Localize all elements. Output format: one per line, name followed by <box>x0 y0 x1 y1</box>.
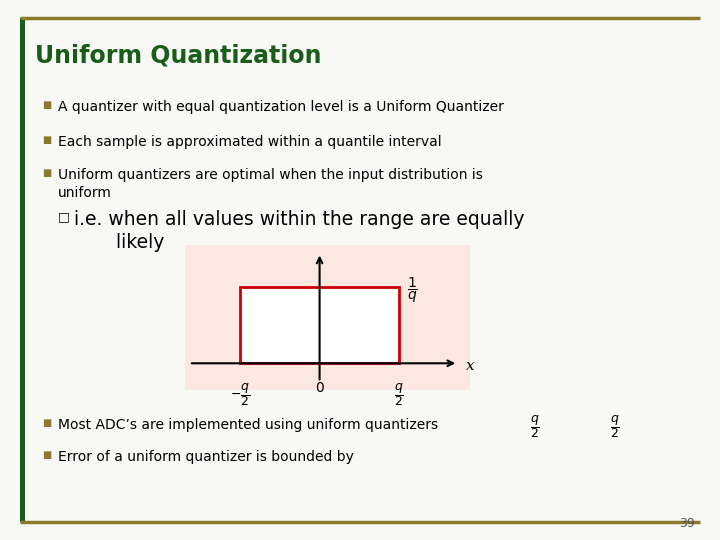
Text: $-\dfrac{q}{2}$: $-\dfrac{q}{2}$ <box>230 381 251 408</box>
Text: A quantizer with equal quantization level is a Uniform Quantizer: A quantizer with equal quantization leve… <box>58 100 504 114</box>
Text: $\dfrac{q}{2}$: $\dfrac{q}{2}$ <box>530 413 540 440</box>
Text: i.e. when all values within the range are equally
       likely: i.e. when all values within the range ar… <box>74 210 524 253</box>
Text: ■: ■ <box>42 418 51 428</box>
Text: ■: ■ <box>42 135 51 145</box>
Text: ■: ■ <box>42 100 51 110</box>
Text: Uniform quantizers are optimal when the input distribution is
uniform: Uniform quantizers are optimal when the … <box>58 168 483 200</box>
Text: ■: ■ <box>42 168 51 178</box>
Text: 39: 39 <box>679 517 695 530</box>
Text: Uniform Quantization: Uniform Quantization <box>35 43 322 67</box>
Bar <box>240 287 399 363</box>
Text: $\dfrac{1}{q}$: $\dfrac{1}{q}$ <box>407 276 418 306</box>
Text: Most ADC’s are implemented using uniform quantizers: Most ADC’s are implemented using uniform… <box>58 418 438 432</box>
Bar <box>20 18 25 522</box>
Text: ■: ■ <box>42 450 51 460</box>
Text: x: x <box>466 359 474 373</box>
Text: □: □ <box>58 210 70 223</box>
Text: Error of a uniform quantizer is bounded by: Error of a uniform quantizer is bounded … <box>58 450 354 464</box>
Text: $\dfrac{q}{2}$: $\dfrac{q}{2}$ <box>610 413 620 440</box>
Text: $\dfrac{q}{2}$: $\dfrac{q}{2}$ <box>394 381 404 408</box>
Bar <box>185 245 470 390</box>
Text: $0$: $0$ <box>315 381 325 395</box>
Text: Each sample is approximated within a quantile interval: Each sample is approximated within a qua… <box>58 135 441 149</box>
